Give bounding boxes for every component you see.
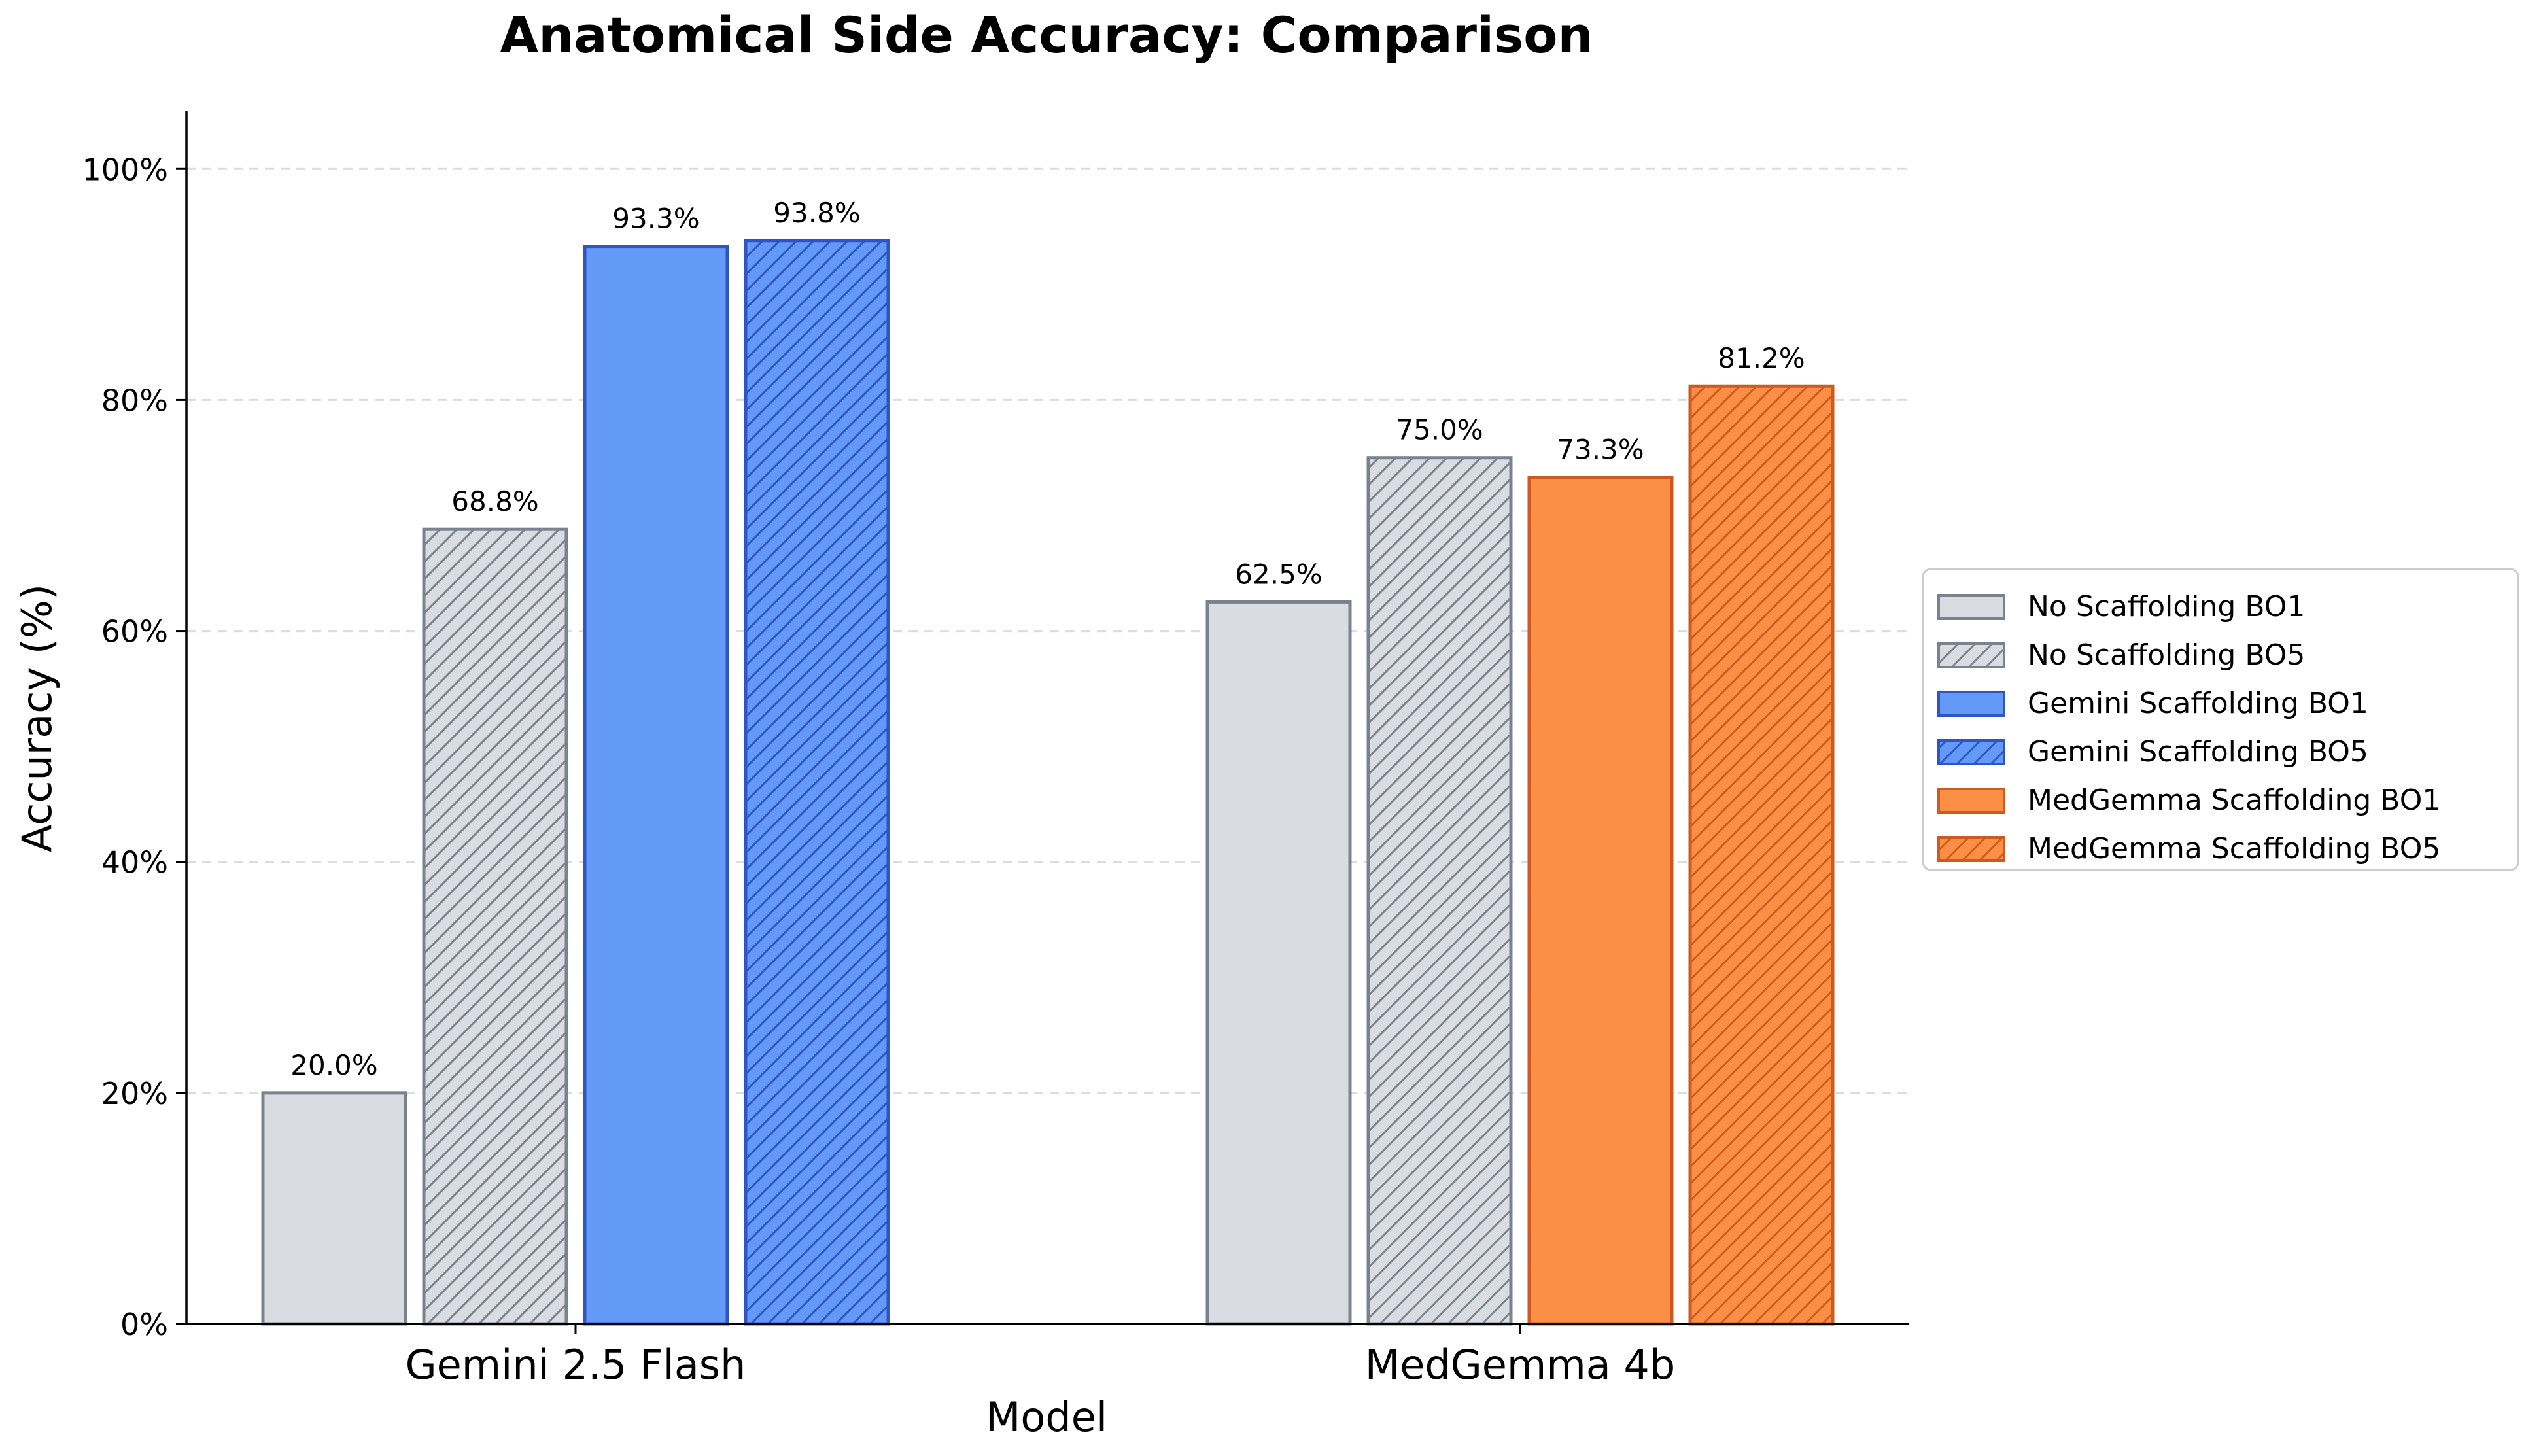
legend-item-label: No Scaffolding BO5 [2028, 638, 2305, 672]
bar-value-label: 20.0% [290, 1049, 377, 1081]
y-tick-label: 20% [101, 1076, 168, 1111]
ticks: 0% 20% 40% 60% 80% 100% Gemini 2.5 Flash MedGem… [82, 152, 1675, 1389]
y-axis-label: Accuracy (%) [13, 584, 61, 852]
chart-title: Anatomical Side Accuracy: Comparison [500, 6, 1593, 64]
y-tick-label: 40% [101, 845, 168, 880]
bar-value-label: 73.3% [1557, 434, 1644, 466]
x-axis-label: Model [986, 1393, 1107, 1441]
legend-item-label: MedGemma Scaffolding BO5 [2028, 832, 2440, 865]
bar-value-label: 75.0% [1396, 414, 1483, 446]
legend-item-label: No Scaffolding BO1 [2028, 590, 2305, 623]
legend-item-label: MedGemma Scaffolding BO1 [2028, 784, 2440, 817]
bar [422, 527, 568, 1326]
legend-box [1922, 568, 2519, 871]
bar [261, 1091, 407, 1326]
value-labels: 20.0% 68.8% 93.3% 93.8% 62.5% 75.0% 73.3% 81.2% [290, 197, 1805, 1081]
bar [1527, 476, 1674, 1326]
y-tick-label: 80% [101, 383, 168, 418]
bar [1366, 456, 1513, 1326]
bars [261, 239, 1835, 1326]
legend-swatch [1937, 594, 2005, 620]
x-tick-label: Gemini 2.5 Flash [406, 1341, 746, 1389]
bar [1688, 384, 1835, 1326]
y-tick-label: 100% [82, 152, 168, 187]
axes [185, 111, 1909, 1325]
legend-item-label: Gemini Scaffolding BO1 [2028, 687, 2368, 720]
bar [583, 245, 729, 1326]
bar [1205, 600, 1352, 1326]
bar-value-label: 93.3% [612, 203, 699, 235]
y-tick-label: 60% [101, 614, 168, 650]
legend-item-label: Gemini Scaffolding BO5 [2028, 735, 2368, 769]
legend-swatch [1937, 642, 2005, 668]
bar-value-label: 68.8% [451, 485, 538, 517]
y-tick-label: 0% [120, 1307, 168, 1342]
legend-swatch [1937, 739, 2005, 765]
legend-swatch [1937, 836, 2005, 862]
bar-value-label: 62.5% [1235, 558, 1322, 590]
legend-swatch [1937, 788, 2005, 814]
bar-value-label: 81.2% [1718, 342, 1805, 374]
bar-value-label: 93.8% [773, 197, 860, 229]
x-tick-label: MedGemma 4b [1365, 1341, 1675, 1389]
bar [744, 239, 890, 1326]
legend: No Scaffolding BO1 No Scaffolding BO5 Gemi… [1922, 568, 2519, 871]
legend-swatch [1937, 691, 2005, 717]
